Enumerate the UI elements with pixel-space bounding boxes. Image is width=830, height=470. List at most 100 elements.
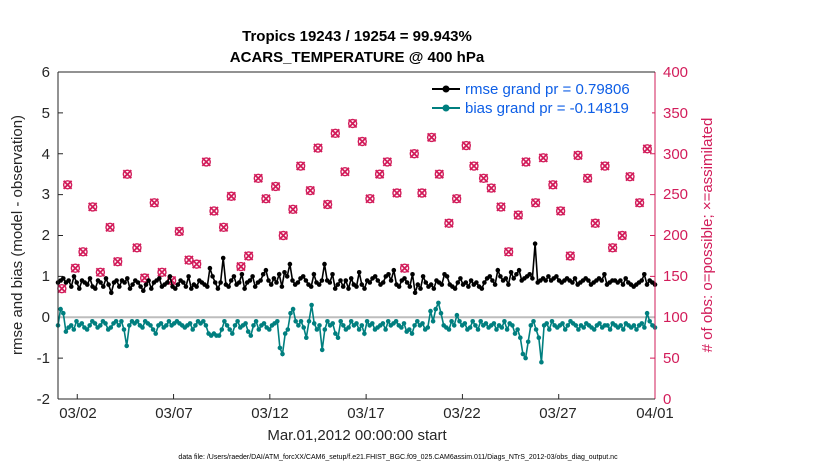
obs-possible-circle bbox=[469, 161, 479, 171]
obs-count-marker bbox=[149, 198, 159, 208]
rmse-point bbox=[319, 278, 325, 283]
obs-possible-circle bbox=[538, 153, 549, 163]
bias-point bbox=[124, 343, 129, 349]
obs-assimilated-cross bbox=[478, 173, 489, 183]
obs-assimilated-cross bbox=[340, 167, 350, 177]
obs-assimilated-cross bbox=[209, 206, 219, 216]
rmse-point bbox=[354, 284, 359, 289]
bias-point bbox=[92, 321, 98, 326]
bias-point bbox=[298, 319, 304, 324]
obs-assimilated-cross bbox=[538, 153, 548, 163]
obs-count-marker bbox=[642, 144, 652, 154]
bias-point bbox=[222, 319, 227, 324]
legend-rmse-label: rmse grand pr = 0.79806 bbox=[465, 81, 630, 98]
rmse-point bbox=[149, 286, 154, 291]
obs-count-marker bbox=[322, 199, 333, 210]
right-y-ticks: 0 50 100 150 200 250 300 350 400 bbox=[663, 64, 688, 408]
bias-point bbox=[533, 327, 539, 332]
rmse-point bbox=[109, 290, 114, 296]
obs-count-marker bbox=[112, 256, 123, 267]
obs-possible-circle bbox=[132, 243, 142, 253]
rmse-point bbox=[300, 274, 306, 279]
bias-point bbox=[449, 319, 454, 324]
obs-assimilated-cross bbox=[270, 181, 281, 192]
rmse-point bbox=[271, 276, 277, 281]
obs-possible-circle bbox=[374, 169, 385, 179]
rmse-point bbox=[415, 282, 421, 287]
legend-bias-marker bbox=[442, 104, 450, 112]
rmse-point bbox=[404, 280, 410, 285]
bias-point bbox=[359, 323, 365, 328]
bias-point bbox=[348, 319, 354, 324]
rmse-point bbox=[444, 274, 450, 279]
rmse-point bbox=[586, 278, 591, 283]
bias-point bbox=[504, 327, 510, 332]
rmse-point bbox=[186, 274, 191, 279]
bias-point bbox=[63, 329, 69, 334]
rmse-point bbox=[231, 274, 237, 279]
bias-point bbox=[301, 325, 307, 330]
bias-point bbox=[333, 331, 338, 336]
obs-assimilated-cross bbox=[113, 257, 123, 267]
rmse-point bbox=[356, 270, 362, 275]
rmse-point bbox=[228, 278, 234, 283]
bias-point bbox=[232, 323, 238, 328]
obs-assimilated-cross bbox=[444, 218, 454, 228]
rmse-point bbox=[402, 276, 407, 281]
y-left-tick-label: 3 bbox=[42, 186, 50, 203]
obs-possible-circle bbox=[322, 199, 333, 210]
bias-point bbox=[647, 319, 652, 324]
bias-point bbox=[164, 323, 169, 328]
rmse-point bbox=[468, 278, 474, 283]
rmse-point bbox=[141, 288, 146, 294]
rmse-point bbox=[511, 276, 516, 281]
rmse-point bbox=[343, 278, 349, 283]
obs-count-marker bbox=[503, 247, 514, 257]
bias-point bbox=[309, 302, 314, 308]
y-right-axis-label: # of obs: o=possible; ×=assimilated bbox=[699, 118, 716, 353]
obs-assimilated-cross bbox=[253, 173, 263, 183]
obs-assimilated-cross bbox=[192, 259, 202, 269]
y-left-axis-label: rmse and bias (model - observation) bbox=[9, 115, 26, 355]
obs-assimilated-cross bbox=[122, 169, 132, 179]
obs-assimilated-cross bbox=[642, 144, 652, 154]
obs-possible-circle bbox=[87, 202, 98, 212]
y-right-tick-label: 400 bbox=[663, 64, 688, 81]
y-left-tick-label: 1 bbox=[42, 268, 50, 285]
rmse-point bbox=[167, 274, 173, 279]
bias-point bbox=[275, 319, 280, 324]
obs-assimilated-cross bbox=[486, 183, 496, 193]
rmse-point bbox=[252, 284, 258, 289]
bias-point bbox=[87, 323, 92, 328]
obs-assimilated-cross bbox=[226, 191, 236, 201]
bias-point bbox=[251, 323, 256, 328]
x-tick-label: 04/01 bbox=[636, 405, 674, 422]
bias-point bbox=[190, 327, 195, 332]
obs-count-marker bbox=[236, 261, 246, 272]
bias-point bbox=[457, 319, 462, 324]
bias-point bbox=[547, 327, 552, 332]
x-axis-label: Mar.01,2012 00:00:00 start bbox=[267, 427, 447, 444]
rmse-point bbox=[546, 274, 551, 279]
obs-assimilated-cross bbox=[348, 118, 358, 129]
obs-count-marker bbox=[278, 230, 289, 241]
obs-count-marker bbox=[590, 218, 600, 228]
rmse-point bbox=[61, 276, 66, 281]
rmse-point bbox=[207, 265, 213, 271]
obs-count-marker bbox=[201, 157, 211, 167]
obs-count-marker bbox=[600, 161, 610, 171]
bias-point bbox=[518, 335, 523, 341]
rmse-point bbox=[215, 286, 221, 291]
bias-point bbox=[644, 310, 650, 316]
rmse-point bbox=[330, 272, 335, 277]
obs-count-marker bbox=[444, 218, 454, 228]
rmse-point bbox=[258, 278, 263, 283]
obs-assimilated-cross bbox=[244, 251, 254, 261]
rmse-point bbox=[423, 280, 429, 285]
bias-point bbox=[383, 327, 388, 332]
x-tick-label: 03/17 bbox=[347, 405, 385, 422]
obs-assimilated-cross bbox=[434, 169, 444, 179]
rmse-point bbox=[420, 274, 426, 279]
bias-point bbox=[420, 321, 425, 326]
